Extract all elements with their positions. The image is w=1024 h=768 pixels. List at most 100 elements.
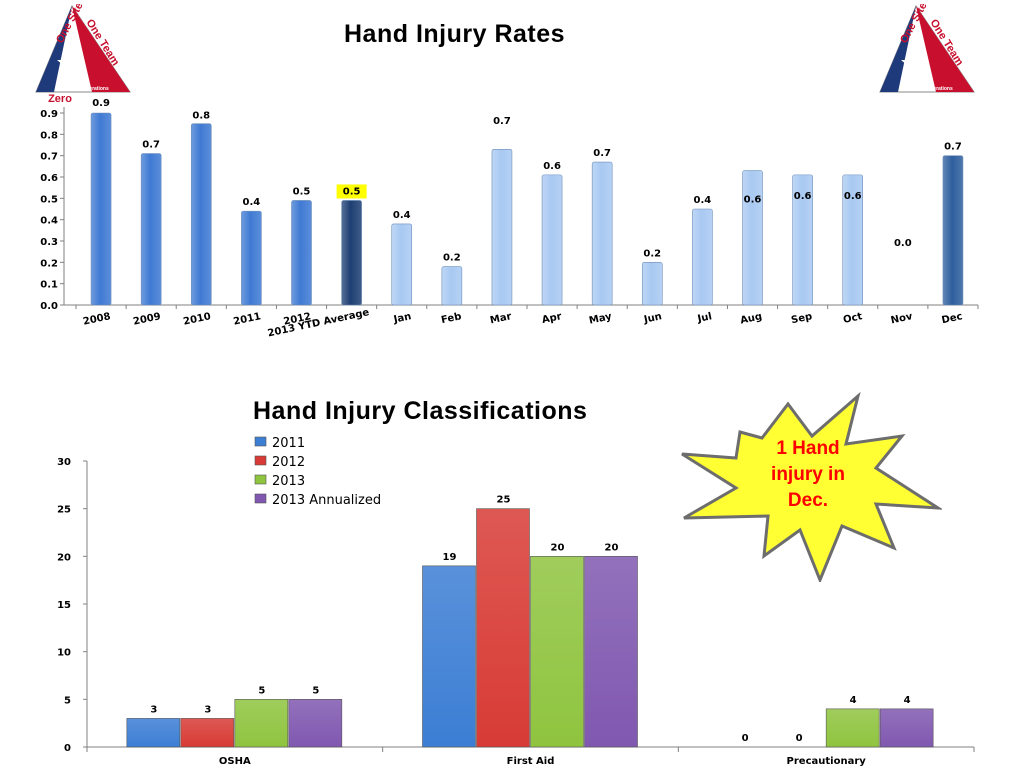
data-label: 0.2 — [443, 253, 461, 264]
data-label: 19 — [443, 552, 457, 563]
legend-label: 2011 — [272, 436, 305, 451]
bar-apr — [541, 174, 563, 306]
legend-label: 2013 — [272, 474, 305, 489]
y-tick-label: 0.3 — [40, 237, 58, 248]
logo-blue-band — [880, 6, 916, 92]
y-tick-label: 0.6 — [40, 173, 58, 184]
data-label: 0.2 — [643, 248, 661, 259]
legend-label: 2013 Annualized — [272, 493, 381, 508]
y-tick-label: 0 — [64, 743, 71, 754]
bar-2011 — [241, 210, 262, 306]
data-label: 0.4 — [243, 197, 261, 208]
bar-first-aid-2012 — [476, 508, 530, 748]
legend-swatch — [254, 455, 267, 466]
bar-osha-2013 — [234, 699, 289, 748]
logo-red-band — [916, 6, 974, 92]
legend-swatch — [254, 474, 267, 485]
x-category-label: Oct — [842, 311, 863, 326]
rates-chart-title: Hand Injury Rates — [344, 20, 566, 48]
x-category-label: Dec — [941, 311, 964, 326]
x-category-label: OSHA — [219, 756, 251, 767]
legend-swatch — [254, 436, 267, 447]
data-label: 0 — [796, 733, 803, 744]
y-tick-label: 0.7 — [40, 152, 58, 163]
data-label: 0.6 — [794, 191, 812, 202]
x-category-label: Nov — [890, 311, 914, 326]
y-tick-label: 0.8 — [40, 130, 58, 141]
x-category-label: Jan — [392, 311, 412, 326]
star-icon — [57, 52, 79, 73]
bar-precautionary-2013 — [825, 708, 880, 748]
data-label: 0.9 — [92, 98, 110, 109]
data-label: 20 — [551, 542, 565, 553]
bar-2009 — [140, 153, 162, 306]
data-label: 0.4 — [694, 195, 712, 206]
logo-red-band — [72, 6, 130, 92]
hand-injury-rates-chart: 0.0 0.1 0.2 0.3 0.4 0.5 0.6 0.7 0.8 0.9 0.9 0.7 0.8 0… — [40, 98, 979, 339]
bar-feb — [441, 266, 463, 306]
bar-osha-2011 — [126, 718, 181, 748]
bar-2012 — [291, 200, 312, 306]
data-label: 0.6 — [744, 195, 762, 206]
data-label: 0.8 — [192, 111, 210, 122]
legend-swatch — [254, 493, 267, 504]
data-label: 20 — [605, 542, 619, 553]
bar-osha-2012 — [180, 718, 235, 748]
y-tick-label: 25 — [57, 505, 71, 516]
x-category-label: Feb — [440, 311, 462, 326]
bar-dec — [942, 155, 964, 306]
x-category-label: Precautionary — [787, 756, 867, 767]
data-label: 25 — [497, 495, 511, 506]
data-label: 0.7 — [142, 140, 160, 151]
x-category-label: First Aid — [507, 756, 555, 767]
data-label: 4 — [850, 695, 857, 706]
bar-2008 — [90, 112, 112, 306]
bar-jul — [692, 208, 713, 306]
x-category-label: Apr — [541, 311, 563, 326]
bar-first-aid-2013-annualized — [584, 556, 638, 748]
bar-2010 — [190, 123, 212, 306]
callout-text: 1 Hand injury in Dec. — [771, 438, 845, 511]
y-tick-label: 10 — [57, 648, 71, 659]
logo-tagline: Dow Texas Operations — [899, 86, 953, 92]
y-tick-label: 0.5 — [40, 194, 58, 205]
classifications-chart-title: Hand Injury Classifications — [253, 397, 588, 425]
data-label: 3 — [150, 704, 157, 715]
one-site-one-team-logo: One Site One Team Dow Texas Operations Z… — [35, 4, 131, 104]
bar-first-aid-2013 — [530, 556, 584, 748]
y-tick-label: 20 — [57, 552, 71, 563]
x-category-label: Mar — [489, 311, 513, 326]
logo-tagline: Dow Texas Operations — [55, 86, 109, 92]
y-tick-label: 15 — [57, 600, 71, 611]
y-tick-label: 5 — [64, 695, 71, 706]
one-site-one-team-logo-right: One Site One Team Dow Texas Operations — [879, 4, 975, 93]
logo-zero: Zero — [48, 93, 72, 104]
bar-jan — [391, 223, 413, 306]
data-label: 0.7 — [493, 116, 511, 127]
y-tick-label: 0.4 — [40, 216, 58, 227]
data-label: 0.6 — [543, 161, 561, 172]
data-label: 0 — [742, 733, 749, 744]
data-label: 0.5 — [343, 186, 361, 197]
x-category-label: Jul — [696, 311, 713, 325]
bar-jun — [641, 262, 663, 306]
data-label: 0.0 — [894, 238, 912, 249]
y-tick-label: 0.1 — [40, 280, 58, 291]
x-category-label: May — [588, 311, 613, 327]
legend-label: 2012 — [272, 455, 305, 470]
bar-precautionary-2013-annualized — [879, 708, 934, 748]
bar-2013-ytd-average — [341, 200, 362, 306]
data-label: 5 — [258, 685, 265, 696]
bar-first-aid-2011 — [422, 565, 476, 748]
y-tick-label: 0.2 — [40, 258, 58, 269]
data-label: 0.4 — [393, 210, 411, 221]
bar-oct — [842, 174, 864, 306]
x-category-label: Sep — [790, 311, 813, 326]
star-icon — [901, 52, 923, 73]
starburst-shape — [681, 391, 942, 582]
bar-mar — [491, 148, 513, 306]
x-category-label: Jun — [642, 311, 663, 326]
logo-blue-band — [36, 6, 72, 92]
